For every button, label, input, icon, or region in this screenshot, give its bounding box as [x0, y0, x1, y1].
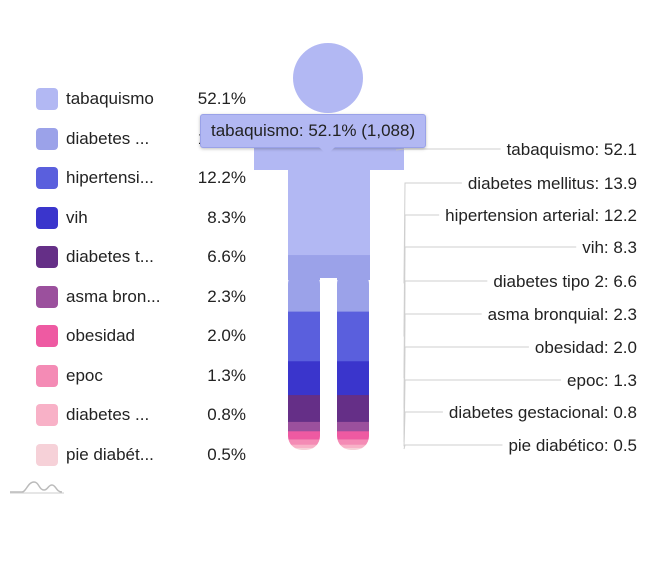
- value-label: pie diabético: 0.5: [508, 436, 637, 455]
- legend-value: 8.3%: [207, 207, 246, 227]
- label-connectors: [395, 148, 577, 450]
- value-label: diabetes gestacional: 0.8: [449, 403, 637, 422]
- legend-swatch: [36, 443, 58, 466]
- legend-swatch: [36, 404, 58, 426]
- value-labels: tabaquismo: 52.1 diabetes mellitus: 13.9 h…: [445, 140, 637, 455]
- connector-line: [403, 346, 529, 436]
- legend-swatch: [36, 364, 58, 387]
- connector-line: [403, 280, 488, 409]
- legend-item[interactable]: diabetes ... 0.8%: [36, 402, 246, 428]
- value-label: epoc: 1.3: [567, 371, 637, 390]
- legend-swatch: [36, 167, 58, 189]
- connector-line: [403, 411, 443, 447]
- legend-swatch: [36, 127, 58, 150]
- connector-line: [395, 148, 501, 151]
- legend-item[interactable]: vih 8.3%: [36, 205, 246, 231]
- value-label: asma bronquial: 2.3: [488, 305, 637, 324]
- tooltip: tabaquismo: 52.1% (1,088): [200, 114, 427, 155]
- legend-item[interactable]: asma bron... 2.3%: [36, 284, 246, 310]
- legend-swatch: [36, 88, 58, 110]
- figure-arm-gap-right: [370, 170, 404, 290]
- legend-item[interactable]: hipertensi... 12.2%: [36, 165, 246, 191]
- connector-line: [403, 444, 503, 450]
- value-label: tabaquismo: 52.1: [507, 140, 637, 159]
- legend-value: 2.0%: [207, 326, 246, 345]
- legend-item[interactable]: tabaquismo 52.1%: [36, 86, 246, 112]
- legend-value: 1.3%: [207, 365, 246, 385]
- legend-swatch: [36, 206, 58, 229]
- legend-item[interactable]: obesidad 2.0%: [36, 323, 246, 349]
- connector-line: [403, 182, 462, 284]
- legend-swatch: [36, 285, 58, 308]
- value-label: vih: 8.3: [582, 238, 637, 257]
- chart-logo-icon: [10, 481, 64, 494]
- figure-leg-gap: [320, 278, 337, 458]
- value-label: hipertension arterial: 12.2: [445, 206, 637, 225]
- legend-item[interactable]: epoc 1.3%: [36, 363, 246, 389]
- legend-value: 52.1%: [197, 89, 246, 108]
- legend-value: 12.2%: [197, 168, 246, 187]
- value-label: diabetes mellitus: 13.9: [468, 174, 637, 193]
- value-label: diabetes tipo 2: 6.6: [493, 272, 637, 291]
- legend-value: 0.5%: [207, 444, 246, 464]
- legend-value: 6.6%: [207, 247, 246, 266]
- figure-arm-gap-left: [254, 170, 288, 290]
- legend-value: 2.3%: [207, 286, 246, 306]
- legend-value: 0.8%: [207, 405, 246, 424]
- value-label: obesidad: 2.0: [535, 338, 637, 357]
- connector-line: [403, 214, 440, 337]
- legend-swatch: [36, 246, 58, 268]
- legend-item[interactable]: diabetes t... 6.6%: [36, 244, 246, 270]
- legend-item[interactable]: pie diabét... 0.5%: [36, 442, 246, 468]
- legend-swatch: [36, 325, 58, 347]
